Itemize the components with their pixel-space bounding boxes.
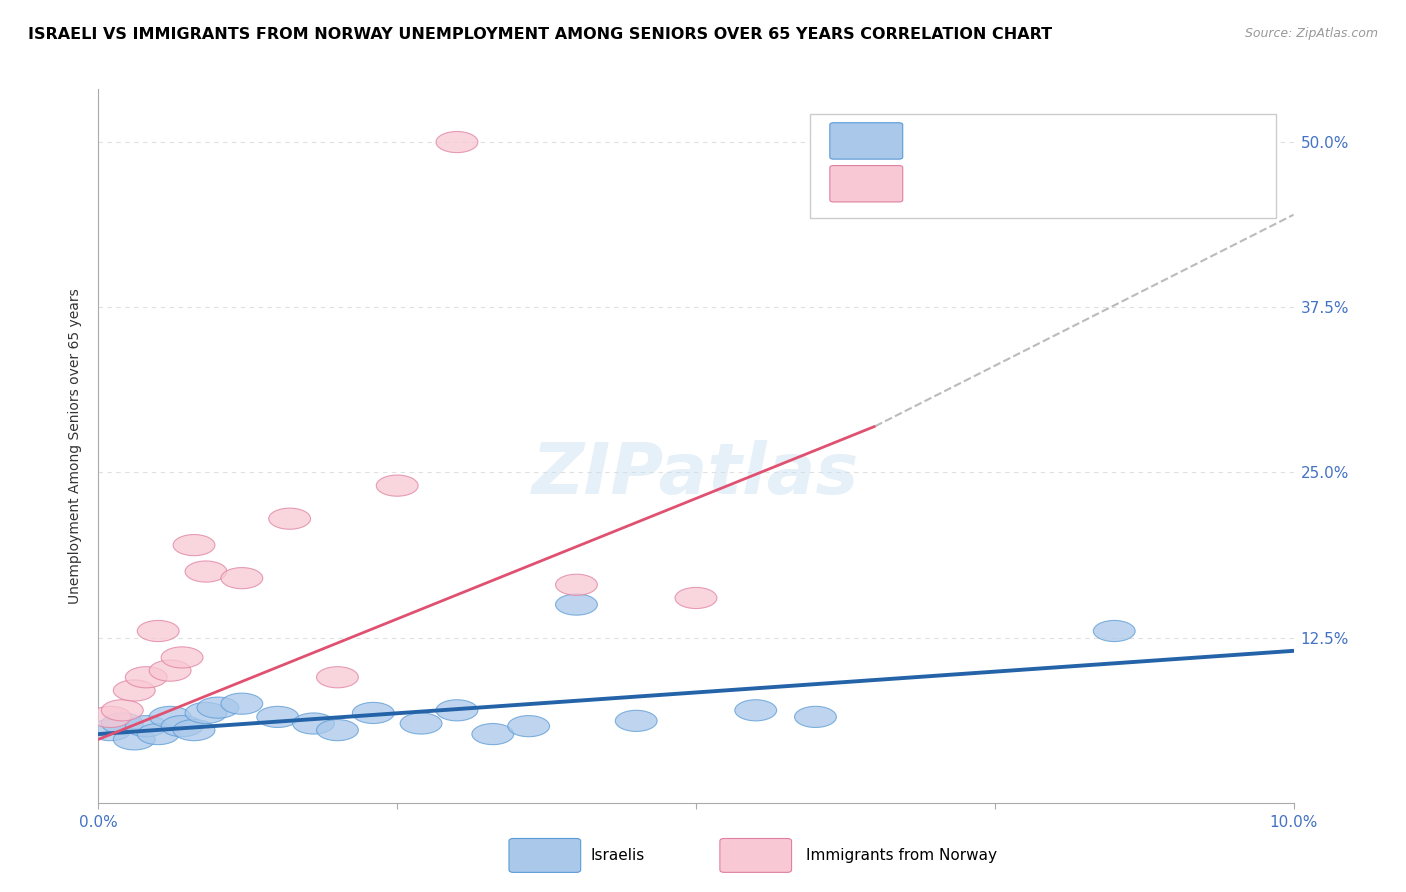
Ellipse shape — [377, 475, 418, 496]
Ellipse shape — [90, 720, 131, 740]
Ellipse shape — [292, 713, 335, 734]
Ellipse shape — [555, 594, 598, 615]
FancyBboxPatch shape — [810, 114, 1275, 218]
Ellipse shape — [257, 706, 298, 728]
Text: R = 0.350   N = 20: R = 0.350 N = 20 — [917, 132, 1074, 150]
Ellipse shape — [101, 699, 143, 721]
Ellipse shape — [162, 647, 202, 668]
Ellipse shape — [794, 706, 837, 728]
Ellipse shape — [186, 702, 226, 723]
Ellipse shape — [401, 713, 441, 734]
Ellipse shape — [221, 693, 263, 714]
Ellipse shape — [90, 706, 131, 728]
Ellipse shape — [101, 713, 143, 734]
Ellipse shape — [173, 720, 215, 740]
Ellipse shape — [125, 715, 167, 737]
Ellipse shape — [138, 723, 179, 745]
Ellipse shape — [616, 710, 657, 731]
Ellipse shape — [555, 574, 598, 595]
Ellipse shape — [114, 680, 155, 701]
Text: Immigrants from Norway: Immigrants from Norway — [806, 848, 997, 863]
Ellipse shape — [269, 508, 311, 529]
Ellipse shape — [508, 715, 550, 737]
Ellipse shape — [221, 567, 263, 589]
Ellipse shape — [436, 699, 478, 721]
Ellipse shape — [436, 131, 478, 153]
Text: ZIPatlas: ZIPatlas — [533, 440, 859, 509]
Ellipse shape — [472, 723, 513, 745]
Ellipse shape — [149, 706, 191, 728]
FancyBboxPatch shape — [830, 123, 903, 159]
Ellipse shape — [114, 729, 155, 750]
Ellipse shape — [125, 666, 167, 688]
Ellipse shape — [316, 666, 359, 688]
Ellipse shape — [149, 660, 191, 681]
Text: ISRAELI VS IMMIGRANTS FROM NORWAY UNEMPLOYMENT AMONG SENIORS OVER 65 YEARS CORRE: ISRAELI VS IMMIGRANTS FROM NORWAY UNEMPL… — [28, 27, 1052, 42]
Ellipse shape — [675, 588, 717, 608]
Y-axis label: Unemployment Among Seniors over 65 years: Unemployment Among Seniors over 65 years — [69, 288, 83, 604]
Ellipse shape — [1094, 621, 1135, 641]
Ellipse shape — [173, 534, 215, 556]
Ellipse shape — [316, 720, 359, 740]
Text: Source: ZipAtlas.com: Source: ZipAtlas.com — [1244, 27, 1378, 40]
FancyBboxPatch shape — [830, 166, 903, 202]
Text: R = 0.450   N = 16: R = 0.450 N = 16 — [917, 175, 1074, 193]
Ellipse shape — [735, 699, 776, 721]
Ellipse shape — [353, 702, 394, 723]
Ellipse shape — [138, 621, 179, 641]
Text: Israelis: Israelis — [591, 848, 645, 863]
Ellipse shape — [186, 561, 226, 582]
Ellipse shape — [197, 697, 239, 718]
Ellipse shape — [162, 715, 202, 737]
